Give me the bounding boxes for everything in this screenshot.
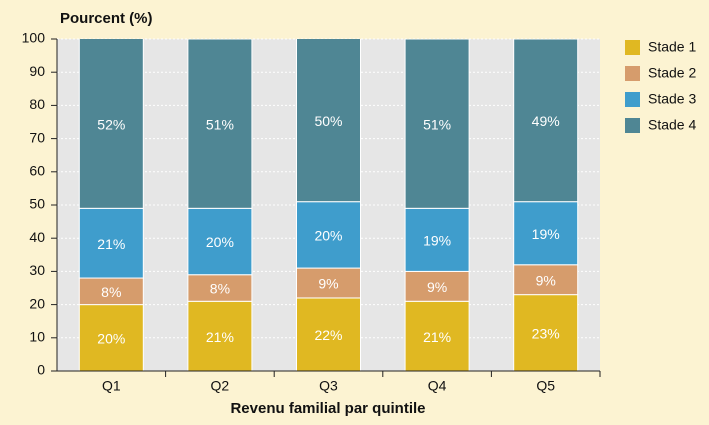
- y-tick-label: 30: [29, 262, 45, 278]
- bar-segment: [296, 39, 361, 203]
- bar-segment: [187, 274, 253, 302]
- value-label: 19%: [423, 233, 451, 249]
- bar-segment: [404, 39, 470, 209]
- value-label: 21%: [206, 329, 234, 345]
- bar-segment: [513, 294, 579, 371]
- y-axis-title: Pourcent (%): [60, 10, 153, 27]
- value-label: 8%: [210, 281, 230, 297]
- value-label: 20%: [206, 234, 234, 250]
- value-label: 8%: [101, 284, 121, 300]
- value-label: 23%: [532, 326, 560, 342]
- value-label: 19%: [532, 226, 560, 242]
- value-label: 20%: [97, 331, 125, 347]
- bar-segment: [78, 207, 144, 279]
- bar-segment: [187, 207, 253, 276]
- legend-label: Stade 1: [648, 39, 696, 55]
- value-label: 22%: [314, 327, 342, 343]
- bar-segment: [513, 264, 579, 296]
- bar-segment: [78, 39, 144, 209]
- bar-segment: [404, 207, 470, 272]
- bar-segment: [296, 201, 361, 269]
- x-tick-label: Q5: [536, 378, 555, 394]
- value-label: 9%: [318, 276, 338, 292]
- value-label: 50%: [314, 113, 342, 129]
- legend-swatch: [625, 92, 640, 107]
- value-label: 49%: [532, 113, 560, 129]
- bar-segment: [296, 267, 361, 299]
- value-label: 52%: [97, 116, 125, 132]
- x-tick-label: Q1: [102, 378, 121, 394]
- y-tick-label: 10: [29, 329, 45, 345]
- y-tick-label: 50: [29, 196, 45, 212]
- value-label: 21%: [97, 236, 125, 252]
- legend-swatch: [625, 40, 640, 55]
- x-tick-label: Q4: [428, 378, 447, 394]
- value-label: 20%: [314, 228, 342, 244]
- legend-swatch: [625, 118, 640, 133]
- bar-segment: [513, 39, 579, 203]
- value-label: 9%: [427, 279, 447, 295]
- bar-segment: [296, 297, 361, 371]
- x-tick-label: Q3: [319, 378, 338, 394]
- bar-segment: [404, 270, 470, 302]
- y-tick-label: 80: [29, 96, 45, 112]
- y-tick-label: 70: [29, 129, 45, 145]
- bar-segment: [404, 300, 470, 371]
- x-axis-title: Revenu familial par quintile: [230, 400, 425, 417]
- bar-segment: [187, 300, 253, 371]
- value-label: 21%: [423, 329, 451, 345]
- y-tick-label: 60: [29, 163, 45, 179]
- value-label: 9%: [536, 272, 556, 288]
- legend-swatch: [625, 66, 640, 81]
- value-label: 51%: [206, 116, 234, 132]
- bar-segment: [513, 201, 579, 266]
- y-tick-label: 20: [29, 295, 45, 311]
- legend-label: Stade 4: [648, 117, 696, 133]
- y-tick-label: 90: [29, 63, 45, 79]
- legend-label: Stade 2: [648, 65, 696, 81]
- bar-segment: [187, 39, 253, 209]
- y-tick-label: 100: [22, 30, 46, 46]
- bar-segment: [78, 277, 144, 306]
- legend-label: Stade 3: [648, 91, 696, 107]
- y-tick-label: 40: [29, 229, 45, 245]
- y-tick-label: 0: [37, 362, 45, 378]
- value-label: 51%: [423, 116, 451, 132]
- x-tick-label: Q2: [211, 378, 230, 394]
